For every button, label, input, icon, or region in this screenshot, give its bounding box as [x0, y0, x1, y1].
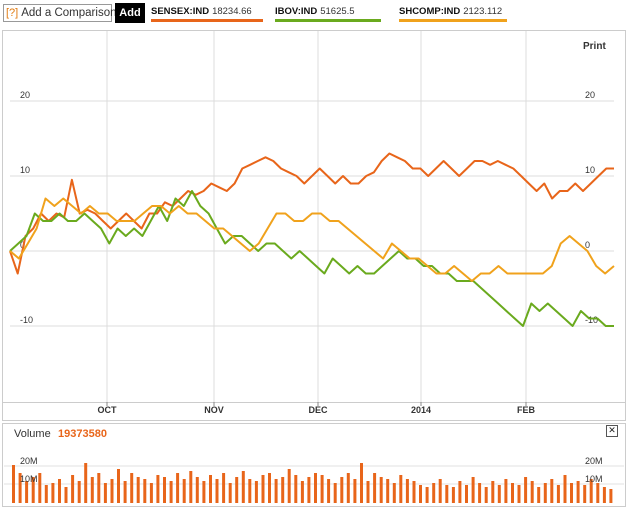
x-tick-label: NOV — [204, 405, 224, 415]
y-tick-label-left: -10 — [20, 315, 33, 325]
series-line-shcomp — [9, 197, 615, 282]
add-comparison-input[interactable]: [?] Add a Comparison — [3, 4, 116, 22]
volume-label: Volume — [14, 428, 51, 440]
legend-value: 51625.5 — [320, 6, 355, 17]
chart-grid — [10, 31, 614, 402]
legend-swatch — [399, 19, 507, 22]
series-line-ibov — [9, 190, 614, 327]
x-tick-label: 2014 — [411, 405, 431, 415]
print-button[interactable]: Print — [583, 41, 606, 52]
top-toolbar: [?] Add a Comparison Add SENSEX:IND 18234… — [0, 0, 630, 26]
x-tick-label: DEC — [308, 405, 328, 415]
legend-symbol: SHCOMP:IND — [399, 6, 461, 17]
series-lines — [9, 152, 615, 327]
y-tick-label-left: 0 — [20, 240, 25, 250]
y-tick-label-right: -10 — [585, 315, 598, 325]
volume-panel — [2, 423, 626, 507]
y-tick-label-right: 20 — [585, 90, 595, 100]
legend-swatch — [275, 19, 381, 22]
legend-swatch — [151, 19, 263, 22]
legend-item-shcomp[interactable]: SHCOMP:IND 2123.112 — [399, 6, 507, 22]
volume-value: 19373580 — [58, 428, 107, 440]
x-tick-label: OCT — [98, 405, 118, 415]
price-chart[interactable]: 20 10 0 -10 20 10 0 -10 OCT NOV DEC 2014 FEB — [0, 0, 630, 421]
legend-symbol: IBOV:IND — [275, 6, 318, 17]
add-comparison-placeholder: Add a Comparison — [21, 7, 117, 19]
y-tick-label-right: 0 — [585, 240, 590, 250]
series-line-sensex — [9, 152, 614, 275]
x-tick-label: FEB — [517, 405, 536, 415]
add-button[interactable]: Add — [115, 3, 145, 23]
close-volume-icon[interactable]: ✕ — [606, 425, 618, 437]
y-axis-right: 20 10 0 -10 — [585, 90, 598, 325]
y-axis-left: 20 10 0 -10 — [20, 90, 33, 325]
x-axis-strip — [2, 403, 626, 421]
y-tick-label-left: 20 — [20, 90, 30, 100]
x-axis: OCT NOV DEC 2014 FEB — [98, 402, 536, 415]
legend-item-ibov[interactable]: IBOV:IND 51625.5 — [275, 6, 381, 22]
legend-symbol: SENSEX:IND — [151, 6, 210, 17]
legend-value: 2123.112 — [463, 6, 503, 17]
legend-value: 18234.66 — [212, 6, 252, 17]
y-tick-label-right: 10 — [585, 165, 595, 175]
legend-item-sensex[interactable]: SENSEX:IND 18234.66 — [151, 6, 263, 22]
price-chart-frame — [2, 30, 626, 403]
y-tick-label-left: 10 — [20, 165, 30, 175]
help-icon[interactable]: [?] — [6, 7, 19, 19]
